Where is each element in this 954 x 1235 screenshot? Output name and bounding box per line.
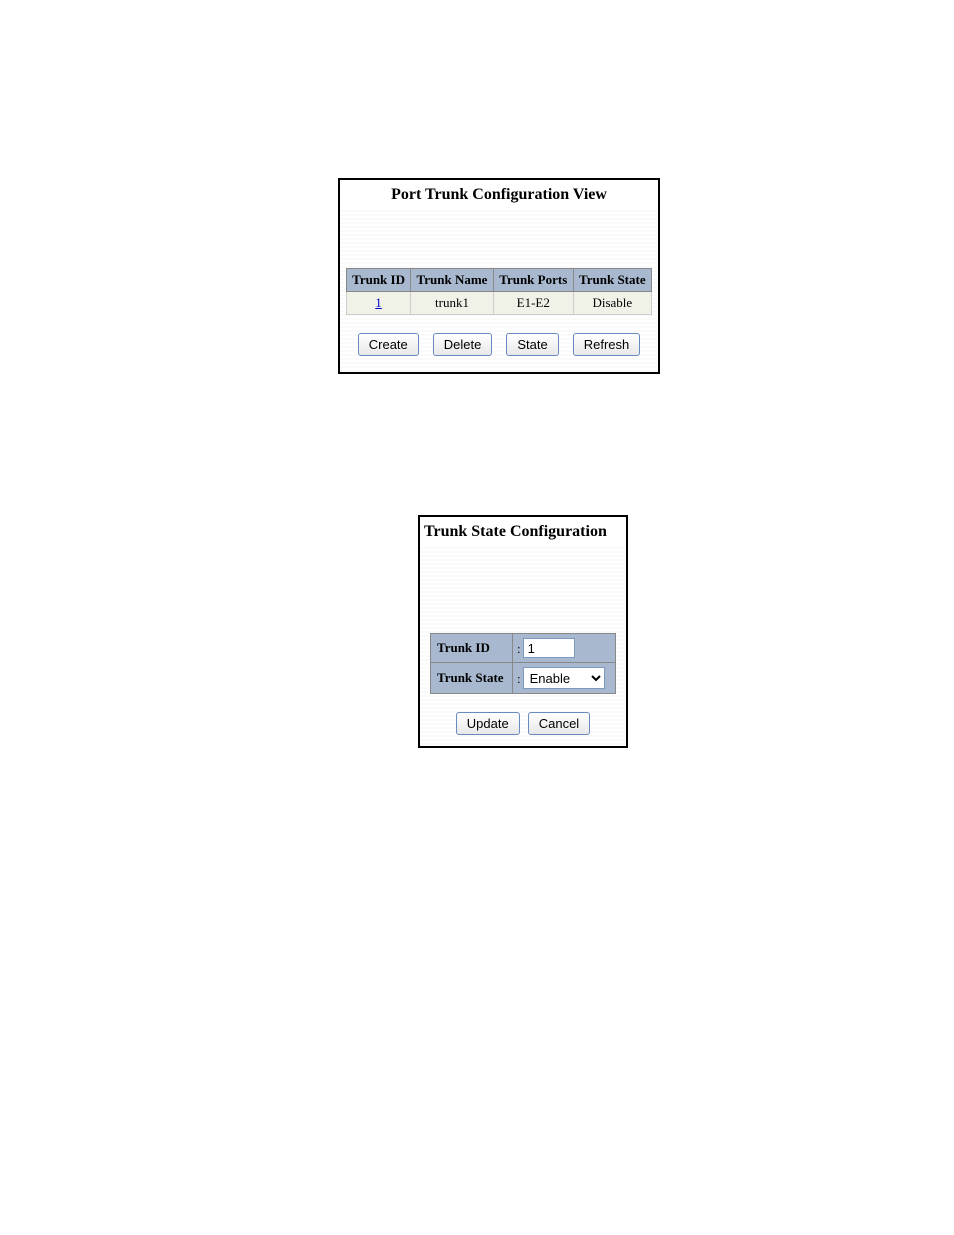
colon: : [517,641,521,656]
update-button[interactable]: Update [456,712,520,735]
cell-trunk-ports: E1-E2 [493,292,573,315]
port-trunk-config-panel: Port Trunk Configuration View Trunk ID T… [338,178,660,374]
cell-trunk-state: Disable [573,292,651,315]
table-row: 1 trunk1 E1-E2 Disable [347,292,652,315]
col-trunk-id: Trunk ID [347,269,411,292]
trunk-state-label: Trunk State [431,663,513,694]
panel1-button-row: Create Delete State Refresh [340,333,658,356]
col-trunk-name: Trunk Name [411,269,494,292]
state-button[interactable]: State [506,333,558,356]
refresh-button[interactable]: Refresh [573,333,641,356]
delete-button[interactable]: Delete [433,333,493,356]
panel2-button-row: Update Cancel [420,712,626,735]
trunk-id-link[interactable]: 1 [375,295,382,310]
trunk-id-field-cell: : [513,634,616,663]
panel1-title: Port Trunk Configuration View [340,180,658,208]
col-trunk-state: Trunk State [573,269,651,292]
col-trunk-ports: Trunk Ports [493,269,573,292]
trunk-table: Trunk ID Trunk Name Trunk Ports Trunk St… [346,268,652,315]
form-row-trunk-id: Trunk ID : [431,634,616,663]
cell-trunk-id: 1 [347,292,411,315]
trunk-state-select[interactable]: Enable Disable [523,667,605,689]
create-button[interactable]: Create [358,333,419,356]
trunk-state-field-cell: : Enable Disable [513,663,616,694]
trunk-id-input[interactable] [523,638,575,658]
panel2-title: Trunk State Configuration [420,517,626,545]
form-row-trunk-state: Trunk State : Enable Disable [431,663,616,694]
cancel-button[interactable]: Cancel [528,712,590,735]
spacer [420,545,626,633]
table-header-row: Trunk ID Trunk Name Trunk Ports Trunk St… [347,269,652,292]
trunk-id-label: Trunk ID [431,634,513,663]
trunk-state-config-panel: Trunk State Configuration Trunk ID : Tru… [418,515,628,748]
cell-trunk-name: trunk1 [411,292,494,315]
trunk-state-form: Trunk ID : Trunk State : Enable Disable [430,633,616,694]
colon: : [517,671,521,686]
spacer [340,208,658,268]
